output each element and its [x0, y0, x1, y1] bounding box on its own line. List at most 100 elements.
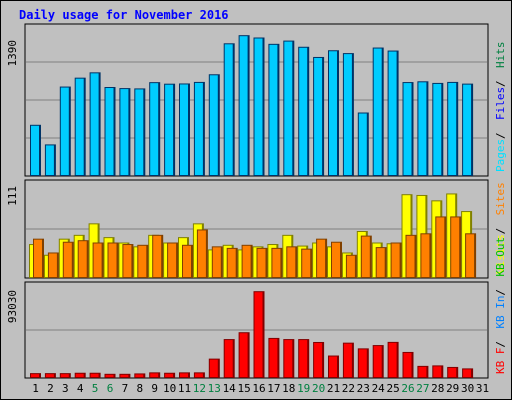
bar-pages-files-hits-11: [180, 84, 188, 175]
bar-kbf-kbin-kbout-29: [448, 367, 457, 377]
bar-visits-sites-14: [227, 248, 236, 277]
legend-sites: Sites: [494, 182, 507, 215]
bar-visits-sites-10: [168, 243, 177, 277]
x-tick-label: 14: [223, 382, 237, 395]
bar-pages-files-hits-5: [90, 73, 99, 175]
bar-pages-files-hits-4: [75, 78, 84, 175]
bar-visits-sites-24: [376, 248, 385, 277]
bar-visits-sites-11: [183, 245, 191, 277]
x-tick-label: 12: [193, 382, 206, 395]
x-tick-label: 31: [476, 382, 489, 395]
x-tick-label: 22: [342, 382, 355, 395]
bar-visits-sites-9: [153, 235, 162, 277]
bar-visits-sites-28: [436, 217, 445, 277]
bar-visits-sites-27: [421, 234, 430, 277]
bar-pages-files-hits-3: [60, 87, 69, 175]
x-tick-label: 13: [208, 382, 221, 395]
bar-pages-files-hits-20: [314, 57, 323, 175]
x-tick-label: 1: [32, 382, 39, 395]
bar-kbf-kbin-kbout-17: [269, 338, 278, 377]
bar-kbf-kbin-kbout-8: [135, 374, 144, 377]
bar-pages-files-hits-25: [388, 51, 397, 175]
legend-separator: /: [494, 80, 507, 87]
legend-hits: Hits: [494, 42, 507, 69]
bar-pages-files-hits-27: [418, 82, 427, 175]
bar-pages-files-hits-16: [254, 38, 263, 176]
legend-files: Files: [494, 87, 507, 120]
bar-pages-files-hits-22: [343, 54, 352, 175]
x-tick-label: 30: [461, 382, 474, 395]
chart-title: Daily usage for November 2016: [19, 8, 229, 22]
bar-pages-files-hits-18: [284, 41, 293, 175]
bar-visits-sites-13: [212, 247, 221, 277]
bar-kbf-kbin-kbout-12: [194, 373, 203, 377]
bar-pages-files-hits-24: [373, 48, 382, 175]
x-tick-label: 23: [357, 382, 370, 395]
bar-kbf-kbin-kbout-30: [463, 369, 472, 377]
bar-kbf-kbin-kbout-23: [358, 349, 367, 377]
x-tick-label: 18: [282, 382, 295, 395]
bar-kbf-kbin-kbout-15: [239, 333, 248, 377]
legend-kb-f: KB F: [494, 348, 507, 375]
x-tick-label: 24: [372, 382, 386, 395]
bar-kbf-kbin-kbout-28: [433, 366, 442, 377]
bar-pages-files-hits-6: [105, 88, 114, 175]
x-tick-label: 17: [267, 382, 280, 395]
bar-kbf-kbin-kbout-1: [31, 374, 39, 377]
bar-visits-sites-25: [391, 243, 400, 277]
bar-pages-files-hits-28: [433, 83, 442, 175]
legend-kb-in: KB In: [494, 295, 507, 328]
bar-pages-files-hits-1: [31, 125, 39, 175]
bar-pages-files-hits-2: [45, 145, 54, 175]
bar-pages-files-hits-7: [120, 89, 129, 175]
bar-pages-files-hits-26: [403, 83, 412, 175]
bar-kbf-kbin-kbout-24: [373, 346, 382, 377]
bar-visits-sites-5: [93, 243, 102, 277]
bar-visits-sites-3: [63, 242, 72, 277]
legend-separator: /: [494, 228, 507, 235]
bar-pages-files-hits-17: [269, 44, 278, 176]
x-tick-label: 19: [297, 382, 310, 395]
bar-kbf-kbin-kbout-25: [388, 342, 397, 377]
bar-pages-files-hits-23: [358, 113, 367, 175]
bar-kbf-kbin-kbout-4: [75, 373, 84, 377]
bar-kbf-kbin-kbout-16: [254, 292, 263, 377]
x-tick-label: 11: [178, 382, 191, 395]
bar-kbf-kbin-kbout-13: [209, 359, 218, 377]
bar-pages-files-hits-12: [194, 82, 203, 175]
bar-pages-files-hits-8: [135, 89, 144, 175]
bar-kbf-kbin-kbout-10: [165, 373, 174, 377]
x-tick-label: 9: [151, 382, 158, 395]
bar-visits-sites-22: [346, 255, 355, 277]
legend-separator: /: [494, 341, 507, 348]
x-tick-label: 8: [136, 382, 143, 395]
bar-kbf-kbin-kbout-5: [90, 373, 99, 377]
bar-kbf-kbin-kbout-11: [180, 373, 188, 377]
bar-kbf-kbin-kbout-26: [403, 352, 412, 377]
x-tick-label: 26: [401, 382, 414, 395]
bar-pages-files-hits-13: [209, 75, 218, 175]
bar-pages-files-hits-19: [299, 47, 308, 175]
bar-visits-sites-2: [48, 253, 57, 277]
legend-visits: Visits: [494, 234, 507, 274]
bar-pages-files-hits-10: [165, 84, 174, 175]
x-tick-label: 4: [77, 382, 84, 395]
x-tick-label: 10: [163, 382, 176, 395]
bar-visits-sites-12: [197, 230, 206, 277]
x-tick-label: 21: [327, 382, 340, 395]
bar-kbf-kbin-kbout-7: [120, 374, 129, 377]
bar-pages-files-hits-15: [239, 36, 248, 175]
bar-visits-sites-7: [123, 245, 132, 277]
bar-visits-sites-19: [302, 249, 311, 277]
bar-visits-sites-26: [406, 235, 415, 277]
bar-kbf-kbin-kbout-21: [329, 356, 337, 377]
x-tick-label: 28: [431, 382, 444, 395]
bar-visits-sites-30: [466, 234, 475, 277]
bar-visits-sites-1: [34, 239, 42, 277]
bar-pages-files-hits-9: [150, 83, 159, 175]
bar-kbf-kbin-kbout-2: [45, 374, 54, 377]
legend-separator: /: [494, 289, 507, 296]
bar-visits-sites-17: [272, 248, 281, 277]
x-tick-label: 16: [252, 382, 265, 395]
bar-pages-files-hits-29: [448, 82, 457, 175]
